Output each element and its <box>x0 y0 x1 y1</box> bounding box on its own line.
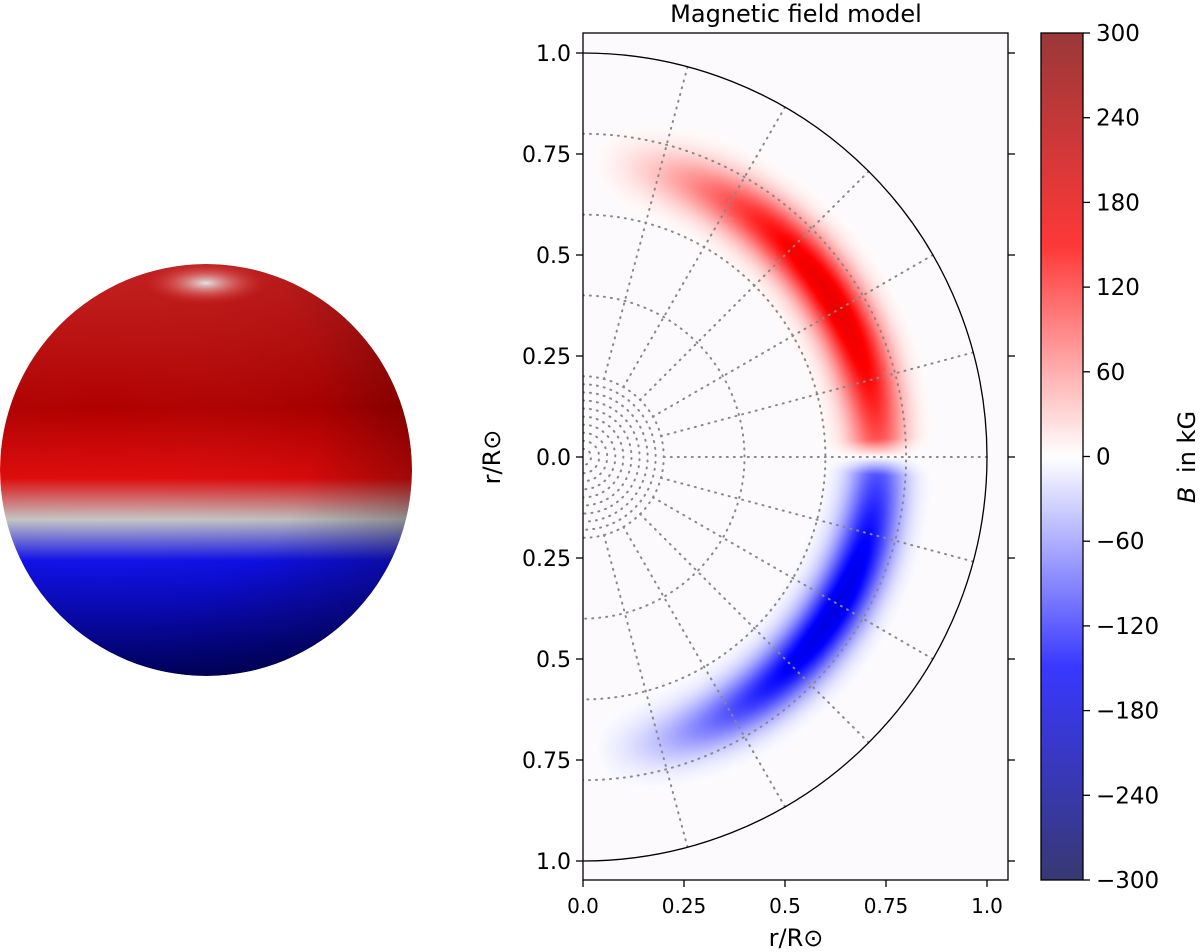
grid-circle <box>583 415 625 499</box>
grid-spoke <box>651 254 934 418</box>
chart-title: Magnetic field model <box>670 0 922 28</box>
x-axis-label: r/R⊙ <box>769 924 824 952</box>
x-tick-label: 0.5 <box>769 894 801 918</box>
y-tick-label: 1.0 <box>536 42 571 67</box>
colorbar-label-unit: in kG <box>1173 411 1200 473</box>
colorbar-tick-label: 300 <box>1096 21 1140 47</box>
grid-circle <box>583 294 746 620</box>
grid-spoke <box>660 476 975 563</box>
y-tick-label: 0.75 <box>522 143 571 168</box>
y-axis-label: r/R⊙ <box>478 430 506 485</box>
y-axis: 1.0 0.75 0.5 0.25 0.0 0.25 0.5 0.75 1.0 <box>522 42 1015 875</box>
colorbar-tick-label: −240 <box>1096 783 1159 809</box>
grid-spoke <box>651 496 934 660</box>
colorbar-gradient <box>1041 33 1083 880</box>
colorbar-tick-label: 60 <box>1096 360 1125 386</box>
grid-circle <box>583 439 601 475</box>
grid-circle <box>583 132 908 782</box>
grid-circle <box>583 407 633 507</box>
grid-spoke <box>639 513 870 744</box>
grid-circle <box>583 383 657 531</box>
x-tick-label: 1.0 <box>971 894 1003 918</box>
x-axis: 0.0 0.25 0.5 0.75 1.0 <box>567 880 1003 918</box>
grid-spoke <box>660 351 975 438</box>
y-tick-label: 0.5 <box>536 244 571 269</box>
x-tick-label: 0.25 <box>662 894 707 918</box>
y-tick-label: 0.25 <box>522 547 571 572</box>
field-plot: Magnetic field model 1.00.750.50.250.00.… <box>478 0 1015 952</box>
x-tick-label: 0.0 <box>567 894 599 918</box>
sphere-panel <box>0 264 412 676</box>
colorbar: 300 240 180 120 60 0 −60 −120 −180 −240 −300 B in … <box>1040 21 1200 894</box>
colorbar-tick-label: −120 <box>1096 614 1159 640</box>
colorbar-tick-label: −300 <box>1096 868 1159 894</box>
grid-circle <box>583 423 617 491</box>
colorbar-label: B in kG <box>1173 411 1200 503</box>
grid-spoke <box>639 170 870 401</box>
grid-spoke <box>622 106 786 389</box>
y-tick-label: 0.25 <box>522 345 571 370</box>
y-tick-label: 0.5 <box>536 648 571 673</box>
polar-grid <box>583 65 988 849</box>
grid-spoke <box>622 525 786 808</box>
y-tick-label: 0.75 <box>522 749 571 774</box>
sphere-shading <box>0 264 412 676</box>
x-tick-label: 0.75 <box>864 894 909 918</box>
colorbar-tick-label: −180 <box>1096 699 1159 725</box>
grid-spoke <box>602 534 689 849</box>
stellar-surface-arc <box>582 52 988 862</box>
y-tick-label: 0.0 <box>536 446 571 471</box>
colorbar-tick-label: 240 <box>1096 106 1140 132</box>
colorbar-tick-label: 120 <box>1096 275 1140 301</box>
grid-circle <box>583 213 827 701</box>
colorbar-ticks: 300 240 180 120 60 0 −60 −120 −180 −240 −300 <box>1083 21 1159 894</box>
grid-circle <box>583 391 649 523</box>
grid-circle <box>583 447 592 467</box>
colorbar-tick-label: 0 <box>1096 445 1111 471</box>
colorbar-tick-label: −60 <box>1096 529 1145 555</box>
grid-spoke <box>602 65 689 380</box>
y-tick-label: 1.0 <box>536 850 571 875</box>
colorbar-tick-label: 180 <box>1096 190 1140 216</box>
